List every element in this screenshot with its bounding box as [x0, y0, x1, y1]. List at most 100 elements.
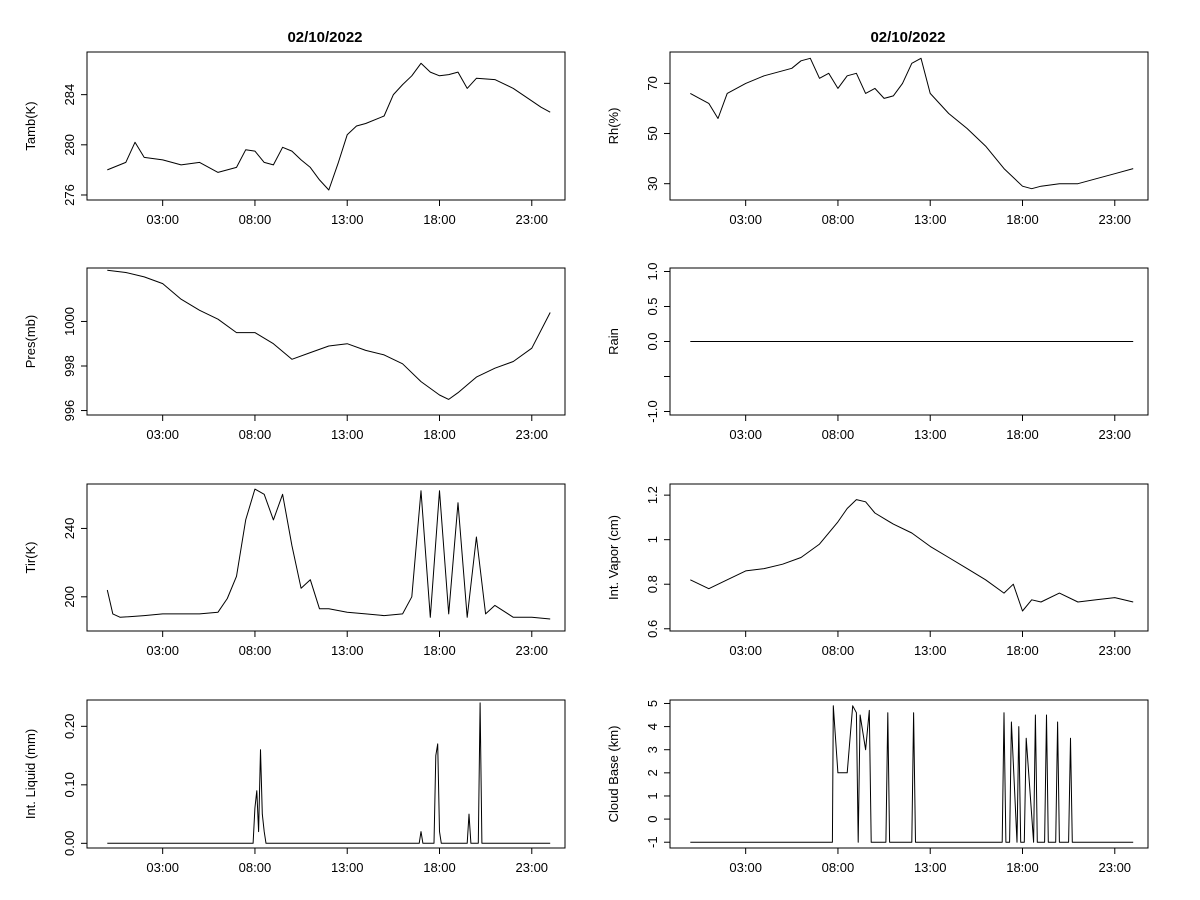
x-tick-label: 13:00	[914, 212, 947, 227]
x-tick-label: 08:00	[822, 212, 855, 227]
y-axis-label: Rain	[606, 328, 621, 355]
x-tick-label: 03:00	[729, 643, 762, 658]
y-tick-label: 0.20	[62, 714, 77, 739]
x-tick-label: 03:00	[146, 427, 179, 442]
x-tick-label: 23:00	[1099, 427, 1132, 442]
y-axis-label: Int. Vapor (cm)	[606, 515, 621, 600]
series-line-rh	[690, 57, 1134, 190]
y-tick-label: 0	[645, 815, 660, 822]
x-tick-label: 03:00	[146, 860, 179, 875]
x-tick-label: 03:00	[729, 860, 762, 875]
series-line-cloud	[690, 705, 1134, 843]
x-tick-label: 08:00	[822, 427, 855, 442]
x-tick-label: 23:00	[516, 643, 549, 658]
y-tick-label: 1	[645, 792, 660, 799]
x-tick-label: 13:00	[331, 643, 364, 658]
y-tick-label: 0.0	[645, 332, 660, 350]
y-tick-label: 200	[62, 586, 77, 608]
y-tick-label: 0.10	[62, 772, 77, 797]
x-tick-label: 18:00	[423, 212, 456, 227]
x-tick-label: 03:00	[146, 212, 179, 227]
y-tick-label: 1.0	[645, 262, 660, 280]
y-tick-label: 3	[645, 746, 660, 753]
y-tick-label: 1	[645, 536, 660, 543]
x-tick-label: 08:00	[239, 427, 272, 442]
x-tick-label: 18:00	[423, 860, 456, 875]
x-tick-label: 18:00	[1006, 212, 1039, 227]
x-tick-label: 03:00	[729, 212, 762, 227]
x-tick-label: 18:00	[1006, 860, 1039, 875]
x-tick-label: 03:00	[146, 643, 179, 658]
x-tick-label: 03:00	[729, 427, 762, 442]
y-tick-label: -1.0	[645, 400, 660, 422]
x-tick-label: 13:00	[914, 643, 947, 658]
x-tick-label: 23:00	[1099, 860, 1132, 875]
plot-frame	[669, 483, 1149, 632]
plot-frame	[86, 483, 566, 632]
x-tick-label: 13:00	[914, 427, 947, 442]
y-axis-label: Int. Liquid (mm)	[23, 729, 38, 819]
y-tick-label: 70	[645, 76, 660, 90]
x-tick-label: 08:00	[239, 212, 272, 227]
y-axis-label: Tir(K)	[23, 541, 38, 573]
y-tick-label: -1	[645, 836, 660, 848]
panel-pres: 03:00 08:00 13:00 18:00 23:00 996 998 1000 Pres(…	[23, 267, 566, 442]
x-tick-label: 18:00	[1006, 643, 1039, 658]
x-tick-label: 13:00	[331, 427, 364, 442]
x-tick-label: 08:00	[239, 643, 272, 658]
y-tick-label: 284	[62, 84, 77, 106]
y-tick-label: 0.6	[645, 620, 660, 638]
plot-frame	[86, 267, 566, 416]
y-axis-label: Cloud Base (km)	[606, 726, 621, 823]
series-line-pres	[107, 269, 551, 400]
panel-rh: 03:00 08:00 13:00 18:00 23:00 30 50 70 Rh(%)	[606, 51, 1149, 227]
y-tick-label: 5	[645, 700, 660, 707]
plot-frame	[86, 699, 566, 849]
y-axis-label: Pres(mb)	[23, 315, 38, 368]
y-tick-label: 998	[62, 355, 77, 377]
panels: 03:00 08:00 13:00 18:00 23:00 276 280 284 Tamb(K…	[23, 51, 1149, 875]
panel-tir: 03:00 08:00 13:00 18:00 23:00 200 240 Tir(K)	[23, 483, 566, 658]
left-column-title: 02/10/2022	[287, 29, 362, 46]
panel-cloud: 03:00 08:00 13:00 18:00 23:00 -1 0 1 2 3 4 5 Cloud B…	[606, 699, 1149, 875]
x-tick-label: 23:00	[516, 860, 549, 875]
series-line-tir	[106, 488, 551, 620]
x-tick-label: 23:00	[516, 212, 549, 227]
series-line-tamb	[107, 62, 551, 191]
series-line-liquid	[107, 702, 551, 844]
y-tick-label: 4	[645, 723, 660, 730]
x-tick-label: 08:00	[239, 860, 272, 875]
y-tick-label: 0.00	[62, 831, 77, 856]
y-tick-label: 280	[62, 134, 77, 156]
y-tick-label: 240	[62, 518, 77, 540]
x-tick-label: 18:00	[423, 427, 456, 442]
right-column-title: 02/10/2022	[870, 29, 945, 46]
x-tick-label: 18:00	[423, 643, 456, 658]
plot-frame	[86, 51, 566, 201]
y-tick-label: 996	[62, 400, 77, 422]
panel-vapor: 03:00 08:00 13:00 18:00 23:00 0.6 0.8 1 1.2 Int. …	[606, 483, 1149, 658]
panel-tamb: 03:00 08:00 13:00 18:00 23:00 276 280 284 Tamb(K…	[23, 51, 566, 227]
x-tick-label: 08:00	[822, 643, 855, 658]
panel-rain: 03:00 08:00 13:00 18:00 23:00 -1.0 0.0 0.5 1.0 Ra…	[606, 262, 1149, 442]
y-tick-label: 1.2	[645, 486, 660, 504]
plot-frame	[669, 699, 1149, 849]
x-tick-label: 23:00	[1099, 212, 1132, 227]
x-tick-label: 13:00	[331, 860, 364, 875]
x-tick-label: 23:00	[516, 427, 549, 442]
y-axis-label: Rh(%)	[606, 108, 621, 145]
y-tick-label: 2	[645, 769, 660, 776]
panel-liquid: 03:00 08:00 13:00 18:00 23:00 0.00 0.10 0.20 Int…	[23, 699, 566, 875]
y-tick-label: 0.5	[645, 297, 660, 315]
x-tick-label: 13:00	[914, 860, 947, 875]
y-tick-label: 276	[62, 184, 77, 206]
y-tick-label: 30	[645, 176, 660, 190]
x-tick-label: 13:00	[331, 212, 364, 227]
plot-frame	[669, 51, 1149, 201]
x-tick-label: 23:00	[1099, 643, 1132, 658]
x-tick-label: 18:00	[1006, 427, 1039, 442]
y-tick-label: 0.8	[645, 575, 660, 593]
series-line-vapor	[690, 499, 1134, 612]
y-axis-label: Tamb(K)	[23, 101, 38, 150]
